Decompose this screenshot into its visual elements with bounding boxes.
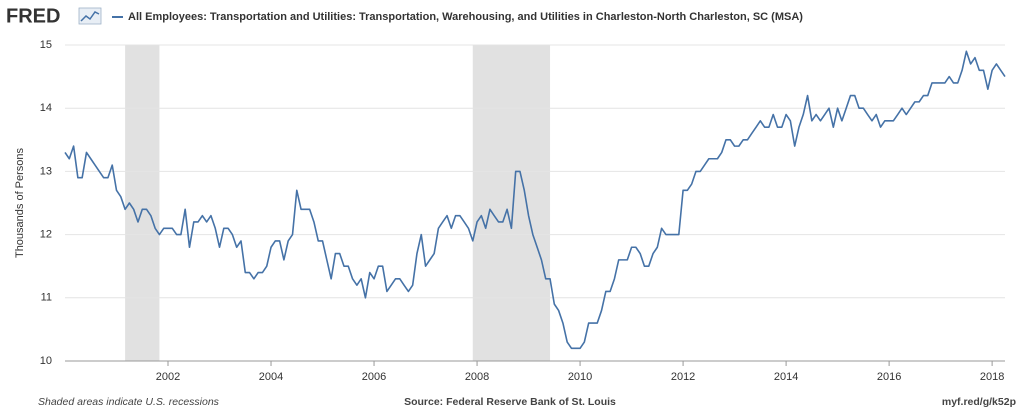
link: myf.red/g/k52p bbox=[942, 396, 1016, 408]
x-tick-label: 2008 bbox=[465, 371, 489, 383]
y-tick-label: 13 bbox=[40, 165, 52, 177]
recession-note: Shaded areas indicate U.S. recessions bbox=[38, 396, 220, 408]
y-axis-label: Thousands of Persons bbox=[14, 147, 26, 258]
legend-label: All Employees: Transportation and Utilit… bbox=[128, 11, 803, 23]
recession-band bbox=[125, 45, 160, 361]
recession-band bbox=[472, 45, 551, 361]
y-tick-label: 11 bbox=[41, 292, 52, 304]
y-tick-label: 14 bbox=[40, 102, 52, 114]
x-tick-label: 2010 bbox=[568, 371, 592, 383]
logo: FRED bbox=[6, 5, 60, 27]
source: Source: Federal Reserve Bank of St. Loui… bbox=[404, 396, 616, 408]
x-tick-label: 2012 bbox=[671, 371, 695, 383]
logo-icon bbox=[78, 7, 102, 25]
y-tick-label: 15 bbox=[40, 39, 52, 51]
x-tick-label: 2002 bbox=[156, 371, 180, 383]
y-tick-label: 12 bbox=[40, 229, 52, 241]
x-tick-label: 2016 bbox=[877, 371, 901, 383]
x-tick-label: 2014 bbox=[774, 371, 798, 383]
data-line bbox=[64, 50, 1006, 350]
x-tick-label: 2018 bbox=[980, 371, 1004, 383]
x-tick-label: 2006 bbox=[362, 371, 386, 383]
y-tick-label: 10 bbox=[40, 355, 52, 367]
x-tick-label: 2004 bbox=[259, 371, 283, 383]
